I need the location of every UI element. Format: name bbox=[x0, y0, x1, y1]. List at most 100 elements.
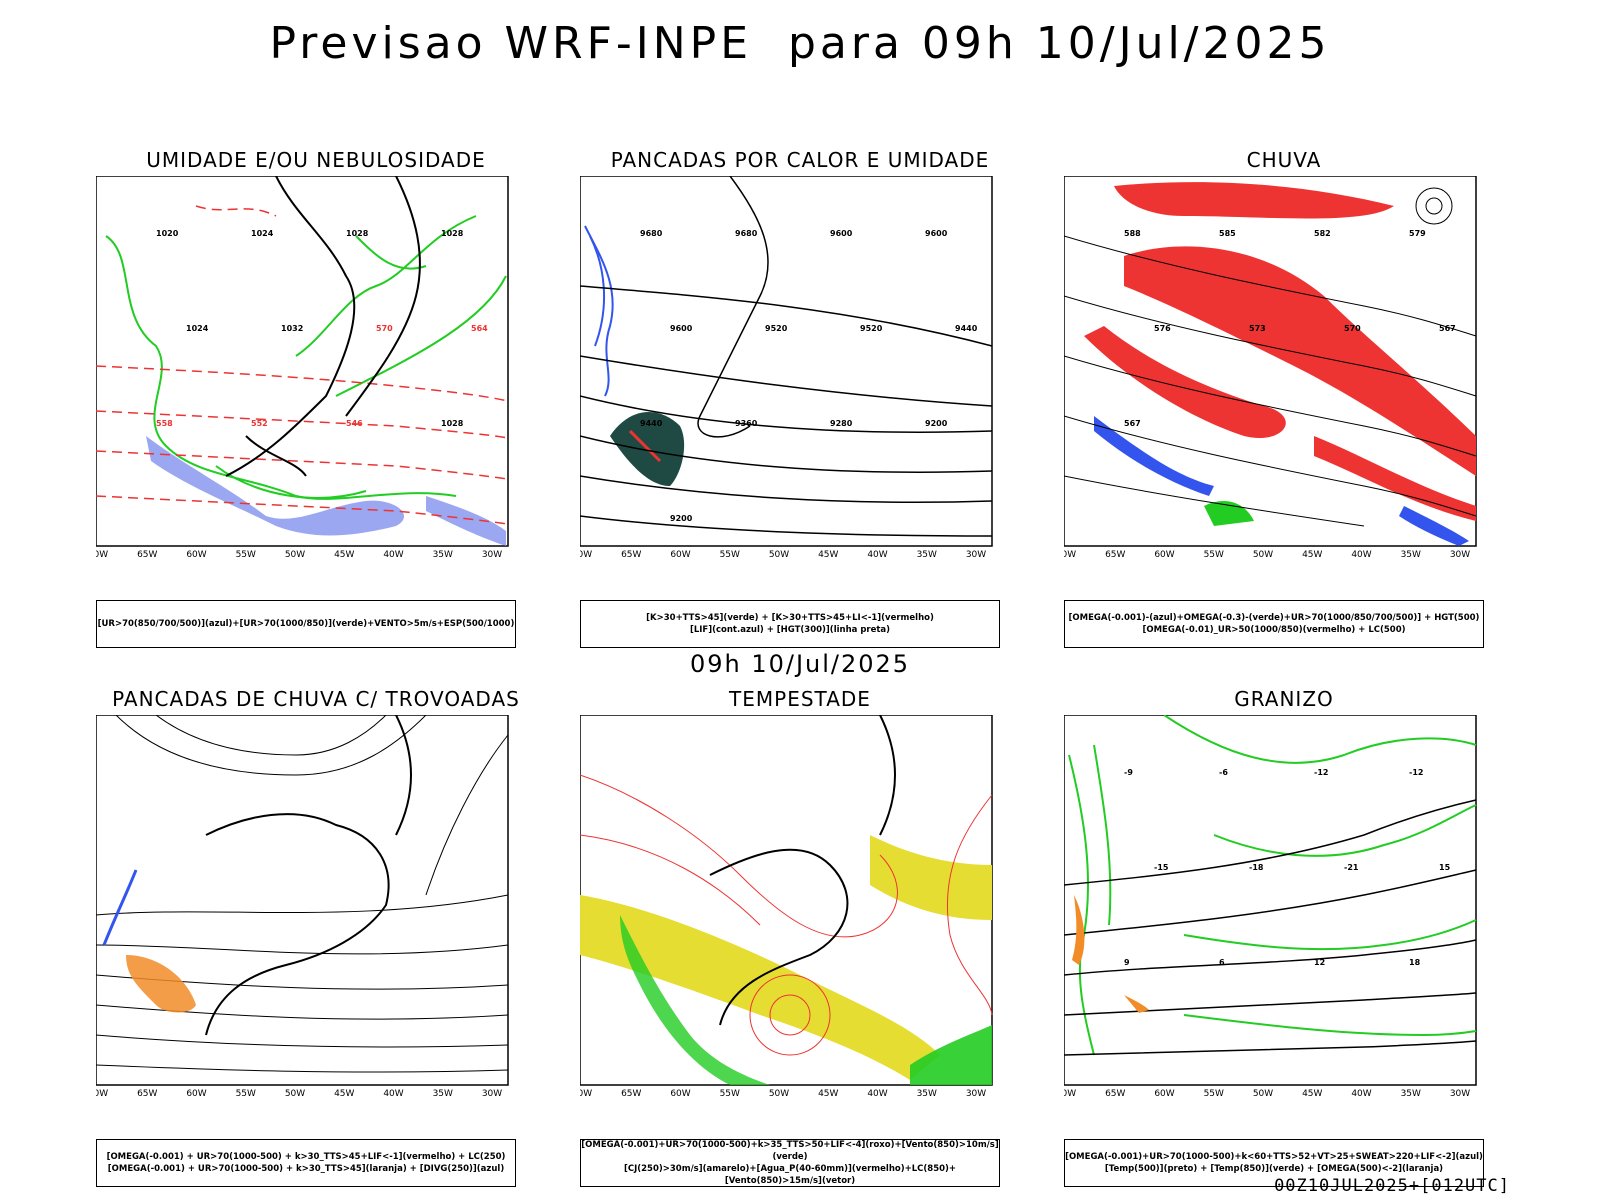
contour-label: -21 bbox=[1344, 863, 1359, 872]
lon-tick-label: 35W bbox=[917, 550, 937, 560]
lon-tick-label: 35W bbox=[917, 1089, 937, 1099]
panel-title: GRANIZO bbox=[1234, 687, 1334, 711]
contour-label: 567 bbox=[1439, 324, 1456, 333]
lon-tick-label: 30W bbox=[966, 1089, 986, 1099]
lon-tick-label: 30W bbox=[1450, 1089, 1470, 1099]
contour-label: 9520 bbox=[860, 324, 883, 333]
panel-title: TEMPESTADE bbox=[729, 687, 871, 711]
panel-legend: [OMEGA(-0.001)+UR>70(1000-500)+k>35_TTS>… bbox=[580, 1139, 1000, 1187]
overlay-green-wind bbox=[620, 915, 992, 1085]
legend-line: [OMEGA(-0.001)-(azul)+OMEGA(-0.3)-(verde… bbox=[1068, 613, 1480, 623]
contour-label: 9200 bbox=[670, 514, 693, 523]
contour-label: 9600 bbox=[925, 229, 948, 238]
lon-tick-label: 50W bbox=[1253, 550, 1273, 560]
contour-label: 9440 bbox=[640, 419, 663, 428]
map-thunderstorms: 12S15S18S21S24S27S30S33S36S39S42S70W65W6… bbox=[96, 715, 509, 1099]
legend-line: [K>30+TTS>45](verde) + [K>30+TTS>45+LI<-… bbox=[646, 613, 934, 623]
lon-tick-label: 55W bbox=[720, 1089, 740, 1099]
legend-line: [Temp(500)](preto) + [Temp(850)](verde) … bbox=[1104, 1164, 1444, 1174]
lon-tick-label: 65W bbox=[621, 550, 641, 560]
overlay-red-streamlines bbox=[580, 774, 993, 1056]
lon-tick-label: 70W bbox=[96, 550, 108, 560]
overlay-coast bbox=[205, 715, 412, 1036]
overlay-yellow-jet bbox=[580, 835, 992, 1080]
contour-label: 9 bbox=[1124, 958, 1130, 967]
map-rain: 12S15S18S21S24S27S30S33S36S39S42S70W65W6… bbox=[1064, 176, 1477, 560]
contour-label: 9280 bbox=[830, 419, 853, 428]
lon-tick-label: 30W bbox=[966, 550, 986, 560]
contour-label: 1020 bbox=[156, 229, 179, 238]
contour-label: 546 bbox=[346, 419, 363, 428]
lon-tick-label: 60W bbox=[670, 1089, 690, 1099]
map-convection: 12S15S18S21S24S27S30S33S36S39S42S70W65W6… bbox=[580, 176, 993, 560]
panel-legend: [K>30+TTS>45](verde) + [K>30+TTS>45+LI<-… bbox=[580, 600, 1000, 648]
legend-line: [OMEGA(-0.001)+UR>70(1000-500)+k>35_TTS>… bbox=[581, 1140, 999, 1162]
lon-tick-label: 40W bbox=[1351, 1089, 1371, 1099]
legend-line: [CJ(250)>30m/s](amarelo)+[Agua_P(40-60mm… bbox=[623, 1164, 957, 1186]
contour-label: 9680 bbox=[735, 229, 758, 238]
lon-tick-label: 40W bbox=[383, 1089, 403, 1099]
contour-label: 558 bbox=[156, 419, 173, 428]
lon-tick-label: 30W bbox=[482, 550, 502, 560]
lon-tick-label: 70W bbox=[580, 550, 592, 560]
lon-tick-label: 65W bbox=[137, 1089, 157, 1099]
legend-line: [OMEGA(-0.001) + UR>70(1000-500) + k>30_… bbox=[107, 1164, 505, 1174]
legend-line: [OMEGA(-0.001)+UR>70(1000-500)+k<60+TTS>… bbox=[1065, 1152, 1483, 1162]
forecast-time-label: 09h 10/Jul/2025 bbox=[689, 650, 911, 678]
lon-tick-label: 35W bbox=[433, 550, 453, 560]
contour-label: 564 bbox=[471, 324, 488, 333]
overlay-orange-convection bbox=[126, 955, 196, 1013]
contour-label: 1024 bbox=[251, 229, 274, 238]
lon-tick-label: 45W bbox=[334, 1089, 354, 1099]
legend-line: [UR>70(850/700/500)](azul)+[UR>70(1000/8… bbox=[97, 619, 515, 629]
lon-tick-label: 70W bbox=[1064, 550, 1076, 560]
lon-tick-label: 55W bbox=[236, 550, 256, 560]
lon-tick-label: 50W bbox=[769, 550, 789, 560]
panel-title: CHUVA bbox=[1246, 148, 1322, 172]
lon-tick-label: 60W bbox=[1154, 1089, 1174, 1099]
lon-tick-label: 35W bbox=[1401, 1089, 1421, 1099]
contour-label: 1032 bbox=[281, 324, 303, 333]
lon-tick-label: 55W bbox=[1204, 550, 1224, 560]
contour-label: 1028 bbox=[441, 229, 464, 238]
contour-label: 9440 bbox=[955, 324, 978, 333]
panel-legend: [OMEGA(-0.001)-(azul)+OMEGA(-0.3)-(verde… bbox=[1064, 600, 1484, 648]
lon-tick-label: 60W bbox=[186, 1089, 206, 1099]
contour-label: 9600 bbox=[830, 229, 853, 238]
lon-tick-label: 60W bbox=[1154, 550, 1174, 560]
contour-label: -6 bbox=[1219, 768, 1228, 777]
lon-tick-label: 45W bbox=[1302, 550, 1322, 560]
lon-tick-label: 40W bbox=[867, 550, 887, 560]
lon-tick-label: 65W bbox=[137, 550, 157, 560]
lon-tick-label: 40W bbox=[1351, 550, 1371, 560]
panel-title: PANCADAS POR CALOR E UMIDADE bbox=[610, 148, 990, 172]
overlay-streamlines bbox=[96, 715, 509, 1073]
legend-line: [OMEGA(-0.001) + UR>70(1000-500) + k>30_… bbox=[106, 1152, 506, 1162]
overlay-green-contours bbox=[105, 215, 507, 500]
lon-tick-label: 55W bbox=[236, 1089, 256, 1099]
lon-tick-label: 65W bbox=[621, 1089, 641, 1099]
panel-legend: [UR>70(850/700/500)](azul)+[UR>70(1000/8… bbox=[96, 600, 516, 648]
lon-tick-label: 50W bbox=[769, 1089, 789, 1099]
map-humidity: 12S15S18S21S24S27S30S33S36S39S42S70W65W6… bbox=[96, 176, 509, 560]
panel-legend: [OMEGA(-0.001) + UR>70(1000-500) + k>30_… bbox=[96, 1139, 516, 1187]
overlay-streamlines bbox=[1064, 187, 1477, 527]
overlay-coast bbox=[225, 176, 421, 477]
overlay-black-temp500 bbox=[1064, 799, 1477, 1056]
lon-tick-label: 65W bbox=[1105, 550, 1125, 560]
lon-tick-label: 30W bbox=[1450, 550, 1470, 560]
lon-tick-label: 45W bbox=[334, 550, 354, 560]
contour-label: 1028 bbox=[441, 419, 464, 428]
overlay-red-rain bbox=[1084, 182, 1476, 521]
lon-tick-label: 70W bbox=[1064, 1089, 1076, 1099]
lon-tick-label: 60W bbox=[670, 550, 690, 560]
lon-tick-label: 55W bbox=[1204, 1089, 1224, 1099]
lon-tick-label: 45W bbox=[818, 1089, 838, 1099]
lon-tick-label: 45W bbox=[1302, 1089, 1322, 1099]
lon-tick-label: 70W bbox=[580, 1089, 592, 1099]
lon-tick-label: 55W bbox=[720, 550, 740, 560]
contour-label: -12 bbox=[1314, 768, 1328, 777]
contour-label: -18 bbox=[1249, 863, 1264, 872]
contour-label: 585 bbox=[1219, 229, 1236, 238]
contour-label: 570 bbox=[1344, 324, 1361, 333]
